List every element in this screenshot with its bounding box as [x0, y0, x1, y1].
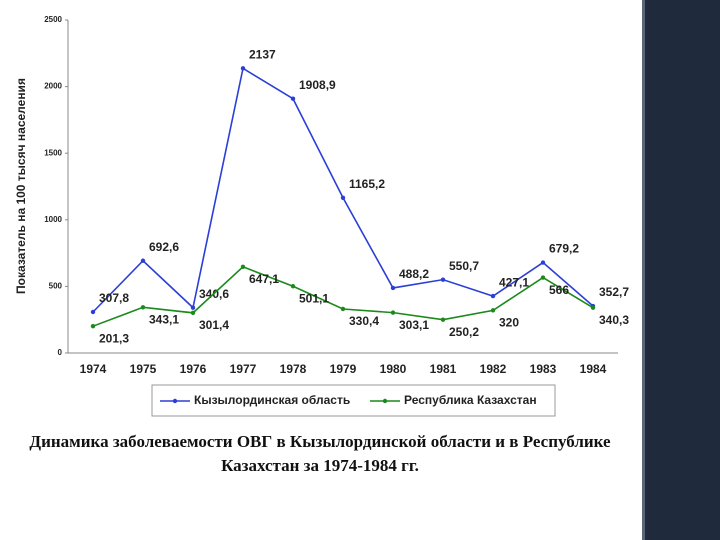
- caption: Динамика заболеваемости ОВГ в Кызылордин…: [29, 432, 611, 475]
- point: [140, 305, 146, 310]
- y-axis-label: Показатель на 100 тысяч населения: [14, 78, 28, 294]
- point: [440, 317, 446, 322]
- x-tick-label: 1980: [380, 362, 407, 376]
- x-tick-label: 1982: [480, 362, 507, 376]
- x-tick-label: 1974: [80, 362, 107, 376]
- point: [490, 308, 496, 313]
- value-label: 352,7: [599, 285, 629, 299]
- point: [240, 264, 246, 270]
- point: [540, 275, 546, 280]
- legend-label: Кызылординская область: [194, 393, 350, 407]
- point: [140, 258, 146, 263]
- value-label: 647,1: [249, 272, 279, 286]
- y-tick-label: 1500: [44, 148, 62, 157]
- x-tick-label: 1979: [330, 362, 357, 376]
- x-tick-label: 1983: [530, 362, 557, 376]
- value-label: 1908,9: [299, 78, 336, 92]
- point: [340, 195, 346, 200]
- point: [190, 310, 196, 316]
- value-label: 2137: [249, 48, 276, 62]
- value-label: 301,4: [199, 318, 229, 332]
- side-panel: [642, 0, 720, 540]
- value-label: 488,2: [399, 267, 429, 281]
- point: [390, 285, 396, 291]
- side-panel-edge: [642, 0, 645, 540]
- value-label: 550,7: [449, 259, 479, 273]
- value-label: 303,1: [399, 318, 429, 332]
- point: [540, 260, 546, 265]
- x-tick-label: 1977: [230, 362, 257, 376]
- point: [290, 96, 296, 101]
- y-tick-label: 2000: [44, 82, 62, 91]
- legend-label: Республика Казахстан: [404, 393, 537, 407]
- point: [390, 310, 396, 315]
- value-label: 692,6: [149, 240, 179, 254]
- point: [340, 306, 346, 312]
- value-label: 566: [549, 283, 569, 297]
- x-tick-label: 1984: [580, 362, 607, 376]
- value-label: 307,8: [99, 291, 129, 305]
- legend-marker: [382, 398, 388, 404]
- y-tick-label: 1000: [44, 215, 62, 224]
- point: [190, 305, 196, 310]
- legend-marker: [172, 398, 178, 404]
- point: [440, 277, 446, 282]
- value-label: 1165,2: [349, 177, 385, 191]
- x-tick-label: 1975: [130, 362, 157, 376]
- y-tick-label: 0: [58, 348, 63, 357]
- value-label: 501,1: [299, 291, 329, 305]
- x-tick-label: 1978: [280, 362, 307, 376]
- point: [290, 284, 296, 289]
- value-label: 330,4: [349, 314, 379, 328]
- point: [90, 309, 96, 315]
- y-tick-label: 500: [49, 282, 63, 291]
- value-label: 427,1: [499, 275, 529, 289]
- point: [490, 293, 496, 299]
- x-tick-label: 1976: [180, 362, 207, 376]
- value-label: 201,3: [99, 331, 129, 345]
- x-tick-label: 1981: [430, 362, 457, 376]
- value-label: 340,3: [599, 313, 629, 327]
- legend-box: [151, 384, 556, 417]
- value-label: 320: [499, 316, 519, 330]
- point: [90, 323, 96, 329]
- value-label: 679,2: [549, 242, 579, 256]
- y-tick-label: 2500: [44, 15, 62, 24]
- point: [240, 66, 246, 71]
- point: [590, 305, 596, 310]
- value-label: 343,1: [149, 312, 179, 326]
- value-label: 250,2: [449, 325, 479, 339]
